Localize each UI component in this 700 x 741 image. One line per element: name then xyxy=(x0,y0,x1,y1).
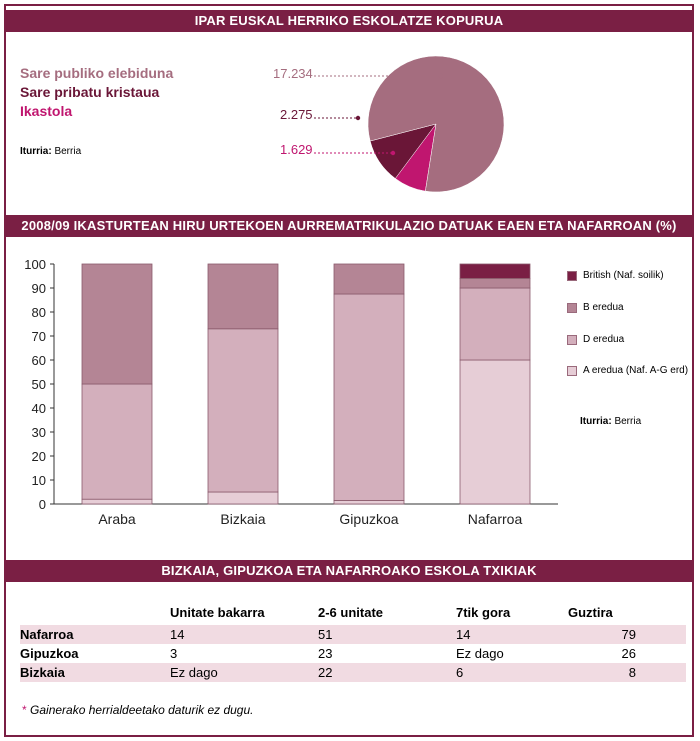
y-tick-label: 40 xyxy=(32,401,46,416)
y-tick-label: 10 xyxy=(32,473,46,488)
table-row: Nafarroa 14 51 14 79 xyxy=(20,625,686,644)
pie-slice-public xyxy=(367,55,505,193)
footnote-text: Gainerako herrialdeetako daturik ez dugu… xyxy=(30,703,254,717)
bar-legend-item: B eredua xyxy=(567,302,624,313)
bar-segment xyxy=(459,359,531,505)
table-cell: 26 xyxy=(621,646,636,661)
y-tick-label: 100 xyxy=(24,257,46,272)
pie-leader-line xyxy=(314,150,396,156)
table-cell: 3 xyxy=(170,646,178,661)
legend-label: D eredua xyxy=(583,334,625,345)
pie-legend-item-public: Sare publiko elebiduna xyxy=(20,65,174,81)
legend-swatch xyxy=(567,302,577,313)
table-header: 7tik gora xyxy=(456,604,511,620)
bar-segment xyxy=(81,383,153,500)
bar-source-label: Iturria: xyxy=(580,416,612,427)
pie-leader-line xyxy=(314,115,361,121)
legend-label: British (Naf. soilik) xyxy=(583,270,664,281)
infographic-frame: IPAR EUSKAL HERRIKO ESKOLATZE KOPURUA Sa… xyxy=(4,4,694,737)
table-header: 2-6 unitate xyxy=(318,604,384,620)
pie-chart xyxy=(314,55,505,193)
table-cell: 51 xyxy=(318,625,456,644)
bar-segment xyxy=(459,263,531,279)
legend-swatch xyxy=(567,334,577,345)
table-row: Bizkaia Ez dago 22 6 8 xyxy=(20,663,686,682)
y-tick-label: 20 xyxy=(32,449,46,464)
legend-label: B eredua xyxy=(583,302,624,313)
table-cell: 14 xyxy=(456,625,568,644)
table-cell: 14 xyxy=(170,625,318,644)
bar-legend-item: A eredua (Naf. A-G erd) xyxy=(567,365,688,376)
table-cell: Ez dago xyxy=(170,663,318,682)
x-tick-label: Araba xyxy=(98,511,136,527)
table-cell: 8 xyxy=(568,663,686,682)
bar-segment xyxy=(207,263,279,330)
y-tick-label: 0 xyxy=(39,497,46,512)
small-schools-table: Unitate bakarra 2-6 unitate 7tik gora Gu… xyxy=(20,599,686,682)
bar-segment xyxy=(81,263,153,385)
pie-source-label: Iturria: xyxy=(20,146,52,157)
x-tick-label: Bizkaia xyxy=(220,511,265,527)
pie-legend-item-private: Sare pribatu kristaua xyxy=(20,84,160,100)
bar-segment xyxy=(333,263,405,295)
x-tick-label: Gipuzkoa xyxy=(339,511,398,527)
y-tick-label: 70 xyxy=(32,329,46,344)
table-cell: 79 xyxy=(568,625,686,644)
pie-legend: Sare publiko elebiduna Sare pribatu kris… xyxy=(20,64,173,121)
table-row-header: Gipuzkoa xyxy=(20,646,79,661)
y-tick-label: 60 xyxy=(32,353,46,368)
bar-segment xyxy=(207,491,279,505)
bar-source-value: Berria xyxy=(614,416,642,427)
bar-legend-item: D eredua xyxy=(567,334,624,345)
table-cell: 22 xyxy=(318,663,456,682)
y-tick-label: 50 xyxy=(32,377,46,392)
pie-value-public: 17.234 xyxy=(273,66,313,81)
bar-segment xyxy=(81,498,153,505)
pie-source-value: Berria xyxy=(54,146,82,157)
bar-legend-item: British (Naf. soilik) xyxy=(567,270,664,281)
y-tick-label: 30 xyxy=(32,425,46,440)
footnote-mark: * xyxy=(22,703,27,717)
legend-swatch xyxy=(567,365,577,376)
bar-segment xyxy=(333,499,405,505)
bar-segment xyxy=(459,287,531,361)
pie-source: Iturria: Berria xyxy=(20,146,81,157)
y-tick-label: 90 xyxy=(32,281,46,296)
bar-segment xyxy=(333,293,405,501)
x-tick-label: Nafarroa xyxy=(468,511,523,527)
table-row: Gipuzkoa 3 23 Ez dago 26 xyxy=(20,644,686,663)
table-row-header: Nafarroa xyxy=(20,625,170,644)
pie-leader-line xyxy=(314,73,444,79)
table-cell: 23 xyxy=(318,646,333,661)
table-cell: Ez dago xyxy=(456,646,504,661)
stacked-bar-chart: 0 10 20 30 40 50 60 70 80 90 100 Araba Bizkaia Gipuz… xyxy=(24,257,558,527)
bar-segment xyxy=(459,278,531,289)
section-title-enrollment: 2008/09 IKASTURTEAN HIRU URTEKOEN AURREM… xyxy=(6,215,692,237)
section-title-school-count: IPAR EUSKAL HERRIKO ESKOLATZE KOPURUA xyxy=(6,10,692,32)
pie-value-ikastola: 1.629 xyxy=(280,142,313,157)
bar-source: Iturria: Berria xyxy=(580,416,641,427)
legend-label: A eredua (Naf. A-G erd) xyxy=(583,365,689,376)
table-row-header: Bizkaia xyxy=(20,663,170,682)
table-header-row: Unitate bakarra 2-6 unitate 7tik gora Gu… xyxy=(20,599,686,625)
table-footnote: * Gainerako herrialdeetako daturik ez du… xyxy=(22,703,254,717)
legend-swatch xyxy=(567,270,577,281)
pie-legend-item-ikastola: Ikastola xyxy=(20,103,73,119)
pie-value-private: 2.275 xyxy=(280,107,313,122)
table-header xyxy=(20,599,170,625)
table-header: Unitate bakarra xyxy=(170,604,265,620)
table-header: Guztira xyxy=(568,604,613,620)
y-tick-label: 80 xyxy=(32,305,46,320)
bar-segment xyxy=(207,328,279,493)
table-cell: 6 xyxy=(456,663,568,682)
section-title-small-schools: BIZKAIA, GIPUZKOA ETA NAFARROAKO ESKOLA … xyxy=(6,560,692,582)
